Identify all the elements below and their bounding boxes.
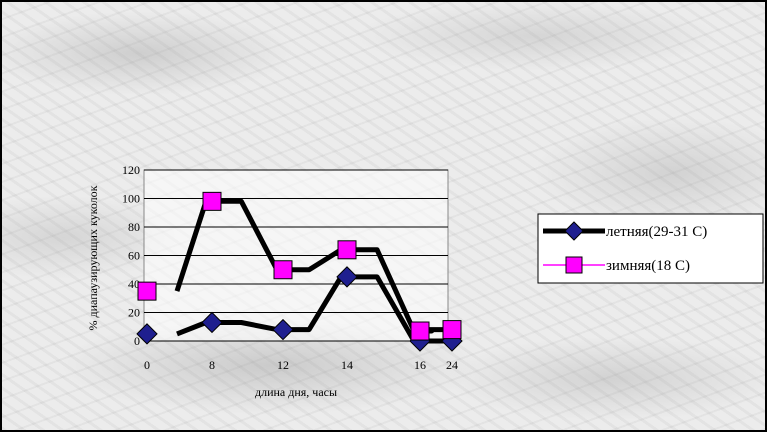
series-0-point-0 [136,323,158,345]
y-tick-40: 40 [128,277,140,291]
series-1-point-8 [202,191,222,211]
legend: летняя(29-31 С) зимняя(18 С) [537,213,764,284]
y-tick-0: 0 [134,334,140,348]
y-tick-labels: 0 20 40 60 80 100 120 [122,163,140,348]
legend-marker-1 [565,256,583,274]
y-tick-100: 100 [122,192,140,206]
y-tick-60: 60 [128,249,140,263]
series-1-point-24 [442,320,462,340]
series-1-point-16 [410,321,430,341]
x-tick-24: 24 [446,358,458,372]
y-tick-120: 120 [122,163,140,177]
y-tick-20: 20 [128,306,140,320]
series-0-point-12 [272,318,294,341]
x-tick-8: 8 [209,358,215,372]
y-tick-80: 80 [128,220,140,234]
series-0-point-8 [201,311,223,334]
series-0-point-14 [336,266,358,288]
x-tick-12: 12 [277,358,289,372]
x-axis-title: длина дня, часы [255,385,337,399]
series-markers [136,191,463,352]
x-tick-labels: 0 8 12 14 16 24 [144,358,458,372]
x-tick-16: 16 [414,358,426,372]
series-1-point-14 [337,240,357,260]
x-tick-14: 14 [341,358,353,372]
legend-marker-0 [564,221,584,241]
x-tick-0: 0 [144,358,150,372]
legend-label-1: зимняя(18 С) [606,258,690,274]
series-1-point-12 [273,260,293,280]
y-axis-title: % диапаузирующих куколок [86,185,100,330]
legend-label-0: летняя(29-31 С) [606,224,707,240]
legend-items: летняя(29-31 С) зимняя(18 С) [543,221,707,274]
series-1-point-0 [137,281,157,301]
